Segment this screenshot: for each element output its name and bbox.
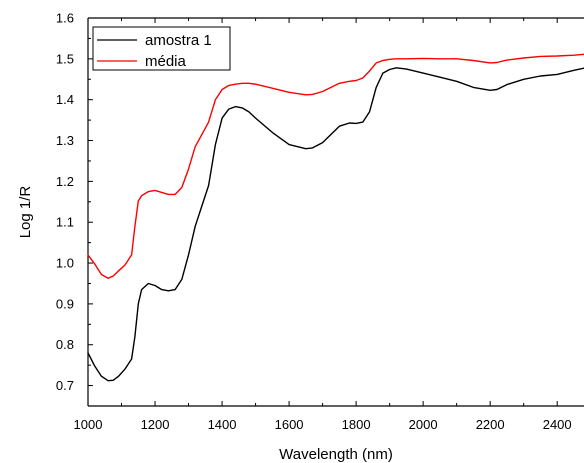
x-tick-label: 2000: [409, 417, 438, 432]
y-tick-label: 1.2: [56, 174, 74, 189]
legend-label-amostra-1: amostra 1: [145, 32, 212, 49]
legend-box: [92, 26, 231, 71]
y-tick-label: 1.6: [56, 11, 74, 26]
series-line-1: [87, 53, 584, 279]
y-tick-label: 0.8: [56, 337, 74, 352]
x-tick-label: 1000: [74, 417, 103, 432]
x-tick-label: 2200: [476, 417, 505, 432]
y-tick-label: 1.5: [56, 51, 74, 66]
plot-frame: [87, 17, 584, 407]
legend: amostra 1 média: [92, 26, 231, 71]
series-line-0: [87, 67, 584, 382]
plot-area: [87, 53, 584, 382]
x-tick-label: 1800: [342, 417, 371, 432]
x-tick-label: 2400: [543, 417, 572, 432]
y-axis-ticks: 0.7 0.8 0.9 1.0 1.1 1.2 1.3 1.4 1.5 1.6: [56, 11, 93, 393]
y-tick-label: 1.4: [56, 92, 74, 107]
y-tick-label: 0.7: [56, 378, 74, 393]
x-tick-label: 1400: [208, 417, 237, 432]
x-tick-label: 1200: [141, 417, 170, 432]
x-axis-ticks: 1000 1200 1400 1600 1800 2000 2200 2400: [74, 18, 572, 432]
legend-label-media: média: [145, 53, 187, 70]
y-tick-label: 1.3: [56, 133, 74, 148]
y-axis-label: Log 1/R: [17, 186, 34, 239]
x-axis-label: Wavelength (nm): [279, 446, 393, 463]
y-tick-label: 1.1: [56, 215, 74, 230]
y-tick-label: 1.0: [56, 256, 74, 271]
y-tick-label: 0.9: [56, 296, 74, 311]
x-tick-label: 1600: [275, 417, 304, 432]
